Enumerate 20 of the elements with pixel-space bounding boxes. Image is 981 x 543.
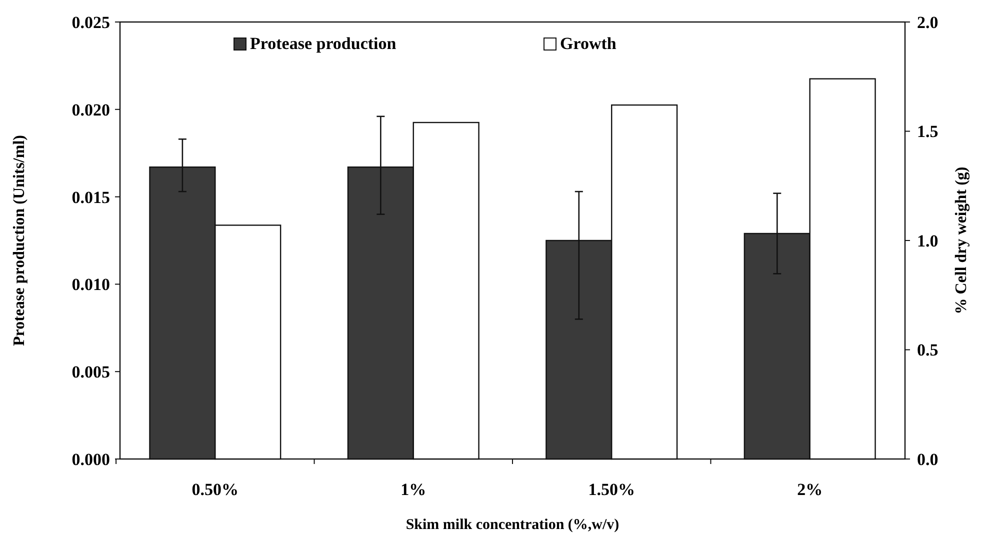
y2-tick-label: 0.5	[917, 340, 938, 360]
legend-label: Protease production	[250, 34, 397, 53]
x-tick-label: 1.50%	[588, 480, 635, 499]
x-axis-title: Skim milk concentration (%,w/v)	[406, 517, 620, 533]
y2-tick-label: 2.0	[917, 12, 938, 32]
y-tick-label: 0.010	[72, 275, 110, 294]
y-tick-label: 0.025	[72, 12, 110, 32]
y-tick-label: 0.000	[72, 450, 110, 469]
legend-label: Growth	[560, 34, 617, 53]
x-tick-label: 2%	[797, 480, 823, 499]
x-tick-label: 0.50%	[192, 480, 239, 499]
y-tick-label: 0.020	[72, 100, 110, 120]
y-tick-label: 0.015	[72, 188, 110, 207]
y2-tick-label: 1.0	[917, 231, 938, 250]
y2-tick-label: 0.0	[917, 450, 938, 469]
y2-axis-title: % Cell dry weight (g)	[953, 166, 970, 314]
y-axis-title: Protease production (Units/ml)	[11, 135, 28, 346]
x-tick-label: 1%	[400, 480, 426, 499]
y-tick-label: 0.005	[72, 362, 110, 382]
y2-tick-label: 1.5	[917, 122, 938, 142]
